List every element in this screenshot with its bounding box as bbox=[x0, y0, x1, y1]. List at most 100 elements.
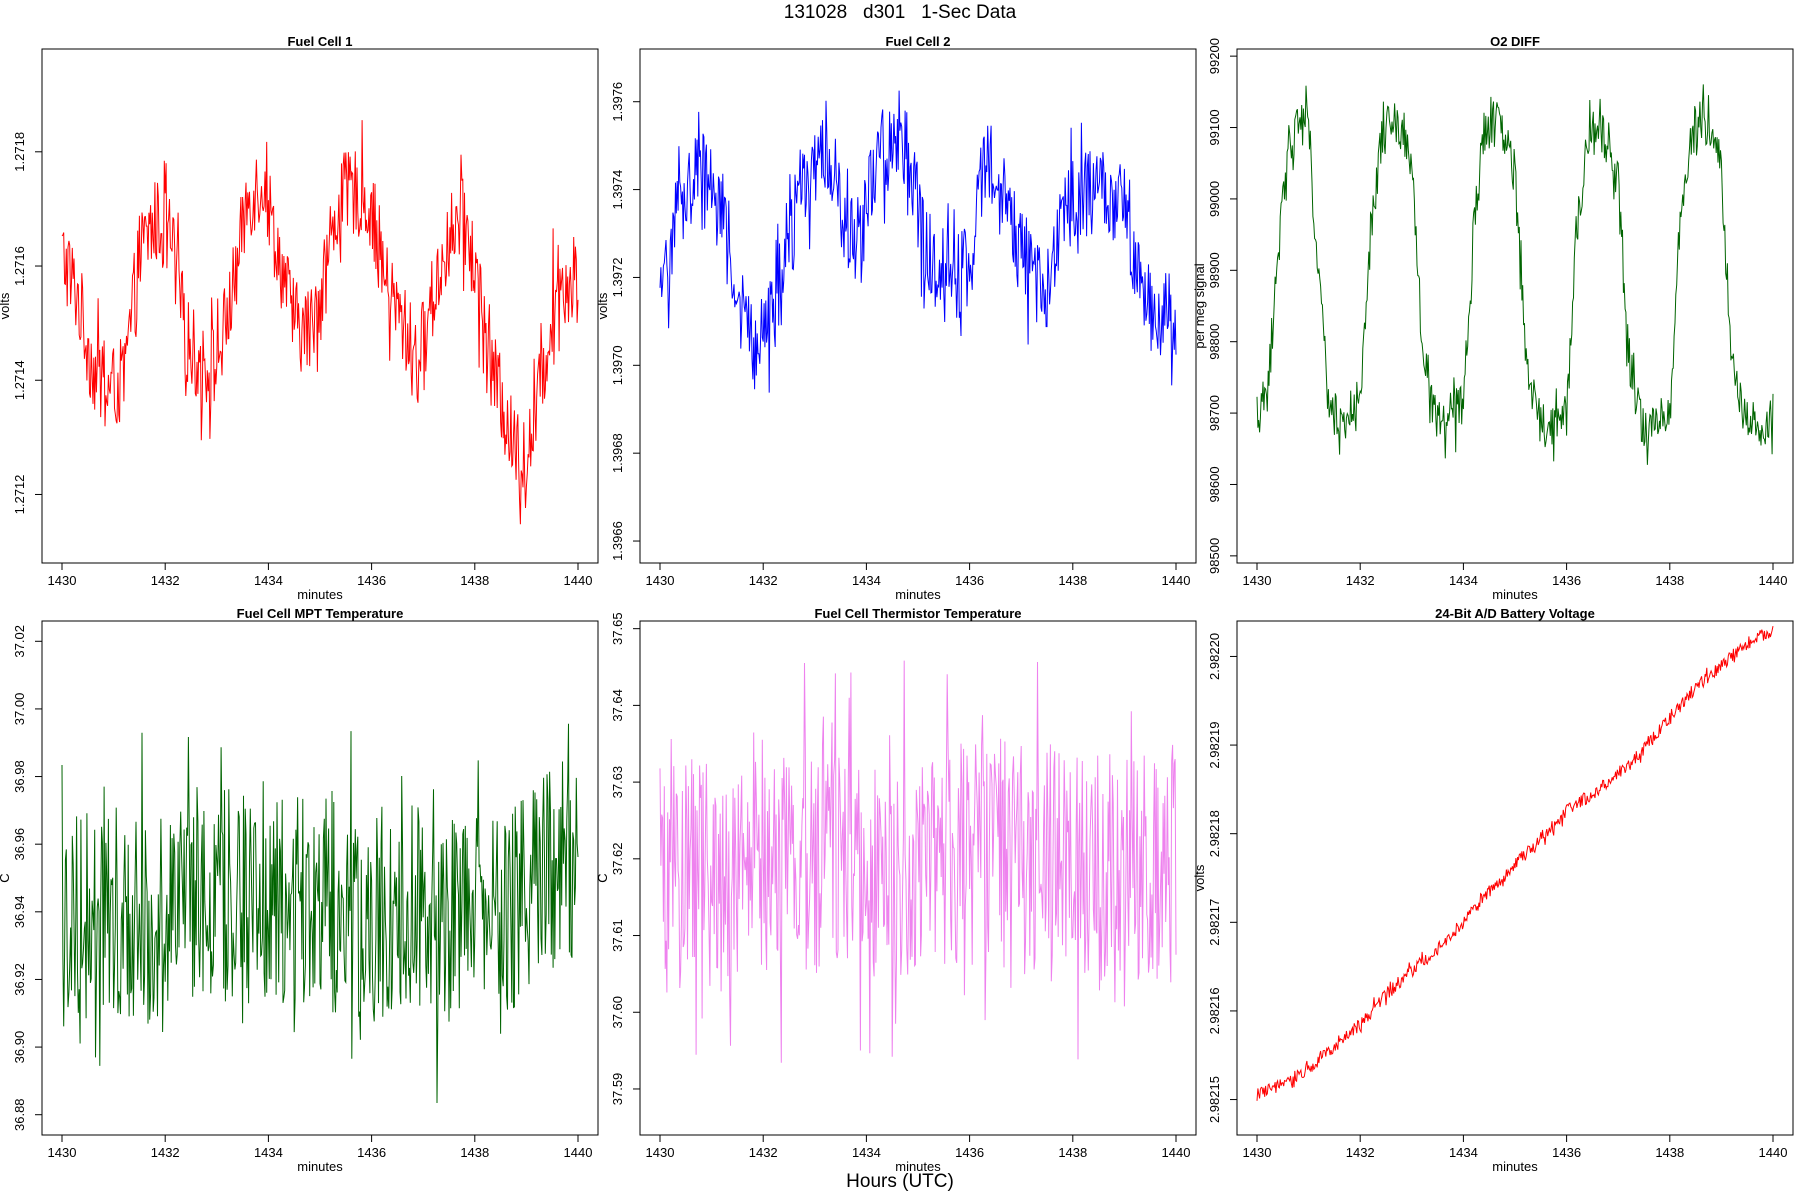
y-tick-label: 37.63 bbox=[610, 766, 625, 799]
x-tick-label: 1438 bbox=[1058, 573, 1087, 588]
y-tick-label: 2.98215 bbox=[1207, 1076, 1222, 1123]
y-tick-label: 36.96 bbox=[12, 828, 27, 861]
y-tick-label: 37.02 bbox=[12, 625, 27, 658]
x-tick-label: 1434 bbox=[852, 1145, 881, 1160]
x-tick-label: 1438 bbox=[1655, 1145, 1684, 1160]
y-axis-label: C bbox=[595, 873, 610, 882]
y-axis-label: C bbox=[0, 873, 12, 882]
y-axis-label: volts bbox=[1192, 864, 1207, 891]
y-tick-label: 99000 bbox=[1207, 181, 1222, 217]
plot-frame bbox=[41, 48, 599, 564]
x-tick-label: 1432 bbox=[749, 573, 778, 588]
x-tick-label: 1432 bbox=[151, 1145, 180, 1160]
y-tick-label: 1.3970 bbox=[610, 345, 625, 385]
figure-xlabel: Hours (UTC) bbox=[846, 1171, 954, 1192]
y-tick-label: 37.64 bbox=[610, 689, 625, 722]
x-axis-label: minutes bbox=[297, 1159, 343, 1174]
x-tick-label: 1436 bbox=[1552, 573, 1581, 588]
y-axis-label: per meg signal bbox=[1192, 263, 1207, 348]
x-tick-label: 1440 bbox=[1759, 1145, 1788, 1160]
figure-title: 131028 d301 1-Sec Data bbox=[783, 2, 1017, 23]
panel-title: Fuel Cell Thermistor Temperature bbox=[814, 606, 1021, 621]
y-tick-label: 37.65 bbox=[610, 612, 625, 645]
x-tick-label: 1430 bbox=[646, 1145, 675, 1160]
y-tick-label: 2.98218 bbox=[1207, 810, 1222, 857]
x-tick-label: 1436 bbox=[357, 1145, 386, 1160]
x-tick-label: 1430 bbox=[48, 573, 77, 588]
panel-fc1: Fuel Cell 1 1430 1432 1434 1436 1438 1440 minut… bbox=[0, 34, 599, 602]
x-tick-label: 1438 bbox=[1655, 573, 1684, 588]
plot-frame bbox=[41, 620, 599, 1136]
y-tick-label: 99100 bbox=[1207, 109, 1222, 145]
panel-title: Fuel Cell 2 bbox=[885, 34, 950, 49]
x-tick-label: 1440 bbox=[1759, 573, 1788, 588]
y-tick-label: 1.3966 bbox=[610, 521, 625, 561]
series-line bbox=[659, 660, 1177, 1063]
y-tick-label: 1.3968 bbox=[610, 433, 625, 473]
x-tick-label: 1430 bbox=[646, 573, 675, 588]
panel-therm: Fuel Cell Thermistor Temperature 1430 1432… bbox=[595, 606, 1197, 1174]
x-axis-label: minutes bbox=[895, 1159, 941, 1174]
x-tick-label: 1436 bbox=[955, 1145, 984, 1160]
y-tick-label: 37.61 bbox=[610, 919, 625, 952]
x-tick-label: 1438 bbox=[1058, 1145, 1087, 1160]
y-tick-label: 37.60 bbox=[610, 996, 625, 1029]
x-tick-label: 1432 bbox=[749, 1145, 778, 1160]
plot-frame bbox=[1236, 620, 1794, 1136]
x-axis-label: minutes bbox=[895, 587, 941, 602]
x-tick-label: 1440 bbox=[1162, 573, 1191, 588]
y-tick-label: 1.3974 bbox=[610, 170, 625, 210]
plot-frame bbox=[639, 48, 1197, 564]
x-tick-label: 1438 bbox=[460, 573, 489, 588]
y-tick-label: 36.98 bbox=[12, 760, 27, 793]
x-axis-label: minutes bbox=[1492, 587, 1538, 602]
y-tick-label: 98900 bbox=[1207, 252, 1222, 288]
panel-fc2: Fuel Cell 2 1430 1432 1434 1436 1438 1440 minut… bbox=[595, 34, 1197, 602]
y-tick-label: 2.98217 bbox=[1207, 899, 1222, 946]
panel-batt: 24-Bit A/D Battery Voltage 1430 1432 1434 14… bbox=[1192, 606, 1794, 1174]
y-tick-label: 37.00 bbox=[12, 693, 27, 726]
series-line bbox=[61, 120, 579, 525]
y-tick-label: 2.98220 bbox=[1207, 633, 1222, 680]
y-axis-label: volts bbox=[0, 292, 12, 319]
y-tick-label: 1.3976 bbox=[610, 82, 625, 122]
x-tick-label: 1440 bbox=[1162, 1145, 1191, 1160]
y-tick-label: 98700 bbox=[1207, 395, 1222, 431]
x-tick-label: 1440 bbox=[564, 573, 593, 588]
y-tick-label: 1.2712 bbox=[12, 475, 27, 515]
y-tick-label: 36.92 bbox=[12, 963, 27, 996]
panel-title: Fuel Cell 1 bbox=[287, 34, 352, 49]
plot-frame bbox=[1236, 48, 1794, 564]
series-line bbox=[1256, 625, 1774, 1101]
x-axis-label: minutes bbox=[297, 587, 343, 602]
x-tick-label: 1434 bbox=[254, 1145, 283, 1160]
x-tick-label: 1432 bbox=[1346, 1145, 1375, 1160]
y-axis-label: volts bbox=[595, 292, 610, 319]
series-line bbox=[659, 90, 1177, 393]
panel-title: Fuel Cell MPT Temperature bbox=[237, 606, 404, 621]
x-tick-label: 1434 bbox=[254, 573, 283, 588]
y-tick-label: 36.88 bbox=[12, 1098, 27, 1131]
y-tick-label: 36.90 bbox=[12, 1031, 27, 1064]
y-tick-label: 98800 bbox=[1207, 324, 1222, 360]
x-tick-label: 1432 bbox=[1346, 573, 1375, 588]
y-tick-label: 36.94 bbox=[12, 896, 27, 929]
y-tick-label: 99200 bbox=[1207, 38, 1222, 74]
x-tick-label: 1440 bbox=[564, 1145, 593, 1160]
x-tick-label: 1436 bbox=[955, 573, 984, 588]
x-tick-label: 1438 bbox=[460, 1145, 489, 1160]
y-tick-label: 2.98216 bbox=[1207, 987, 1222, 1034]
x-tick-label: 1436 bbox=[1552, 1145, 1581, 1160]
x-tick-label: 1430 bbox=[1243, 1145, 1272, 1160]
y-tick-label: 2.98219 bbox=[1207, 722, 1222, 769]
y-tick-label: 98600 bbox=[1207, 466, 1222, 502]
panel-title: O2 DIFF bbox=[1490, 34, 1540, 49]
x-tick-label: 1434 bbox=[1449, 573, 1478, 588]
x-tick-label: 1434 bbox=[1449, 1145, 1478, 1160]
x-tick-label: 1432 bbox=[151, 573, 180, 588]
panel-o2: O2 DIFF 1430 1432 1434 1436 1438 1440 minutes 98… bbox=[1192, 34, 1794, 602]
x-tick-label: 1434 bbox=[852, 573, 881, 588]
y-tick-label: 1.2714 bbox=[12, 360, 27, 400]
